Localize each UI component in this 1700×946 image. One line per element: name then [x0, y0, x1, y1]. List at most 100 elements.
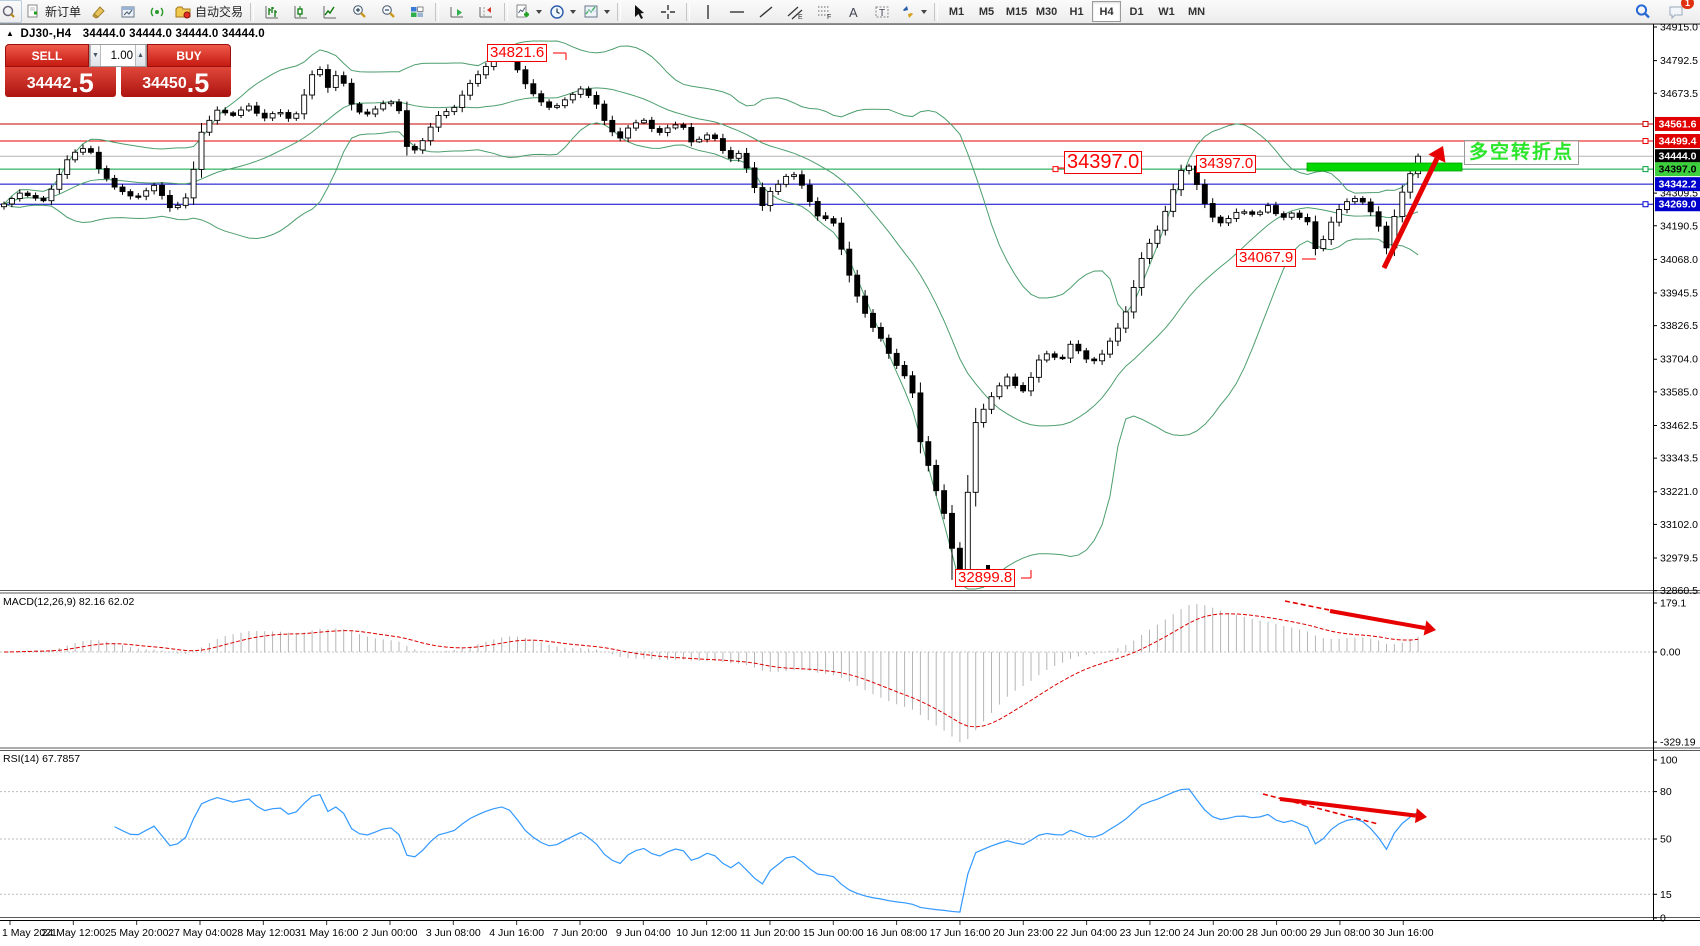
tf-h4-button[interactable]: H4 — [1092, 1, 1122, 22]
tile-windows-icon — [411, 6, 424, 17]
styler-button[interactable] — [85, 0, 113, 23]
svg-text:34397.0: 34397.0 — [1659, 164, 1697, 176]
indicators-button[interactable] — [512, 0, 545, 23]
buy-price-main: 34450 — [142, 75, 187, 92]
tf-m5-button[interactable]: M5 — [978, 5, 995, 18]
chart-shift-icon — [479, 6, 493, 17]
trend-arrow[interactable] — [1381, 157, 1440, 270]
svg-text:2 Jun 00:00: 2 Jun 00:00 — [363, 927, 418, 939]
svg-text:33221.0: 33221.0 — [1660, 486, 1698, 498]
svg-text:F: F — [827, 14, 831, 20]
svg-text:25 May 20:00: 25 May 20:00 — [105, 927, 169, 939]
svg-text:33102.0: 33102.0 — [1660, 519, 1698, 531]
svg-text:80: 80 — [1660, 786, 1672, 798]
svg-text:34190.5: 34190.5 — [1660, 220, 1698, 232]
tf-d1-button[interactable]: D1 — [1129, 5, 1144, 18]
sell-button[interactable]: SELL — [5, 44, 89, 67]
arrows-tool-button[interactable] — [897, 0, 930, 23]
signal-button[interactable] — [143, 0, 171, 23]
sell-price-display[interactable]: 34442.5 — [5, 67, 116, 97]
svg-text:T: T — [879, 8, 885, 19]
horizontal-line-tool-button[interactable] — [723, 0, 751, 23]
tf-m1-button[interactable]: M1 — [948, 5, 965, 18]
fibonacci-icon: F — [817, 6, 831, 20]
vertical-line-tool-button[interactable] — [694, 0, 722, 23]
chat-bubble-icon — [1669, 6, 1682, 19]
zoom-out-icon — [382, 4, 395, 18]
trendline-tool-button[interactable] — [752, 0, 780, 23]
text-label-tool-button[interactable]: T — [868, 0, 896, 23]
toolbar-separator — [250, 2, 255, 21]
candlestick-icon — [294, 5, 308, 18]
text-tool-button[interactable]: A — [839, 0, 867, 23]
price-annotation-label[interactable]: 34397.0 — [1064, 151, 1143, 174]
price-annotation-label[interactable]: 32899.8 — [955, 569, 1016, 587]
trendline-icon — [759, 5, 773, 18]
chart-shift-button[interactable] — [472, 0, 500, 23]
arrows-icon — [903, 5, 914, 18]
tf-w1-button[interactable]: W1 — [1158, 5, 1175, 18]
svg-text:9 Jun 04:00: 9 Jun 04:00 — [616, 927, 671, 939]
search-button[interactable] — [1628, 0, 1656, 23]
svg-text:0.00: 0.00 — [1660, 647, 1681, 659]
zoom-in-button[interactable] — [345, 0, 373, 23]
svg-text:34068.0: 34068.0 — [1660, 254, 1698, 266]
annotations-layer[interactable] — [553, 52, 1463, 825]
market-watch-button[interactable] — [0, 0, 22, 23]
fibonacci-tool-button[interactable]: F — [810, 0, 838, 23]
svg-text:4 Jun 16:00: 4 Jun 16:00 — [489, 927, 544, 939]
price-badges: 34561.634499.434444.034397.034342.234269… — [986, 116, 1700, 569]
buy-button[interactable]: BUY — [147, 44, 231, 67]
text-label-icon: T — [875, 6, 889, 19]
templates-button[interactable] — [580, 0, 613, 23]
price-annotation-label[interactable]: 34397.0 — [1196, 155, 1257, 173]
tile-windows-button[interactable] — [403, 0, 431, 23]
cursor-tool-button[interactable] — [625, 0, 653, 23]
chart-window-button[interactable] — [114, 0, 142, 23]
auto-scroll-button[interactable] — [443, 0, 471, 23]
support-zone-bar[interactable] — [1306, 162, 1463, 172]
new-order-button[interactable]: 新订单 — [23, 0, 84, 23]
candles-layer — [1, 52, 1422, 580]
line-chart-icon — [323, 5, 337, 18]
volume-input[interactable] — [101, 45, 135, 66]
periods-button[interactable] — [546, 0, 579, 23]
autotrading-button[interactable]: 自动交易 — [172, 0, 246, 23]
candlestick-chart-button[interactable] — [287, 0, 315, 23]
rsi-indicator-label: RSI(14) 67.7857 — [3, 753, 81, 765]
buy-price-display[interactable]: 34450.5 — [120, 67, 231, 98]
crosshair-tool-button[interactable] — [654, 0, 682, 23]
volume-decrease-button[interactable]: ▼ — [90, 45, 101, 66]
trend-arrow[interactable] — [1329, 609, 1426, 630]
svg-text:34673.5: 34673.5 — [1660, 88, 1698, 100]
bar-chart-button[interactable] — [258, 0, 286, 23]
volume-increase-button[interactable]: ▲ — [135, 45, 146, 66]
trend-arrow[interactable] — [1279, 797, 1417, 818]
svg-text:15: 15 — [1660, 889, 1672, 901]
ohlc-values: 34444.0 34444.0 34444.0 34444.0 — [82, 28, 265, 40]
tf-m30-button[interactable]: M30 — [1035, 5, 1058, 18]
svg-text:15 Jun 00:00: 15 Jun 00:00 — [803, 927, 864, 939]
arrows-dropdown-caret — [921, 9, 928, 14]
price-annotation-label[interactable]: 34067.9 — [1236, 249, 1297, 267]
svg-text:33585.0: 33585.0 — [1660, 386, 1698, 398]
svg-text:22 Jun 04:00: 22 Jun 04:00 — [1056, 927, 1117, 939]
tf-m15-button[interactable]: M15 — [1005, 5, 1028, 18]
buy-price-frac: .5 — [186, 68, 210, 98]
notifications-button[interactable]: 1 — [1662, 0, 1694, 23]
cursor-icon — [635, 4, 645, 19]
zoom-out-button[interactable] — [374, 0, 402, 23]
notification-badge: 1 — [1680, 0, 1694, 9]
turning-point-note[interactable]: 多空转折点 — [1464, 140, 1580, 165]
svg-text:34444.0: 34444.0 — [1659, 151, 1697, 163]
tf-mn-button[interactable]: MN — [1187, 5, 1206, 18]
svg-text:34915.0: 34915.0 — [1660, 22, 1698, 34]
equidistant-channel-icon: E — [787, 6, 803, 20]
toolbar-separator — [617, 2, 622, 21]
horizontal-price-lines[interactable] — [0, 123, 1653, 205]
price-annotation-label[interactable]: 34821.6 — [487, 44, 548, 62]
line-chart-button[interactable] — [316, 0, 344, 23]
channel-tool-button[interactable]: E — [781, 0, 809, 23]
tf-h1-button[interactable]: H1 — [1069, 5, 1084, 18]
